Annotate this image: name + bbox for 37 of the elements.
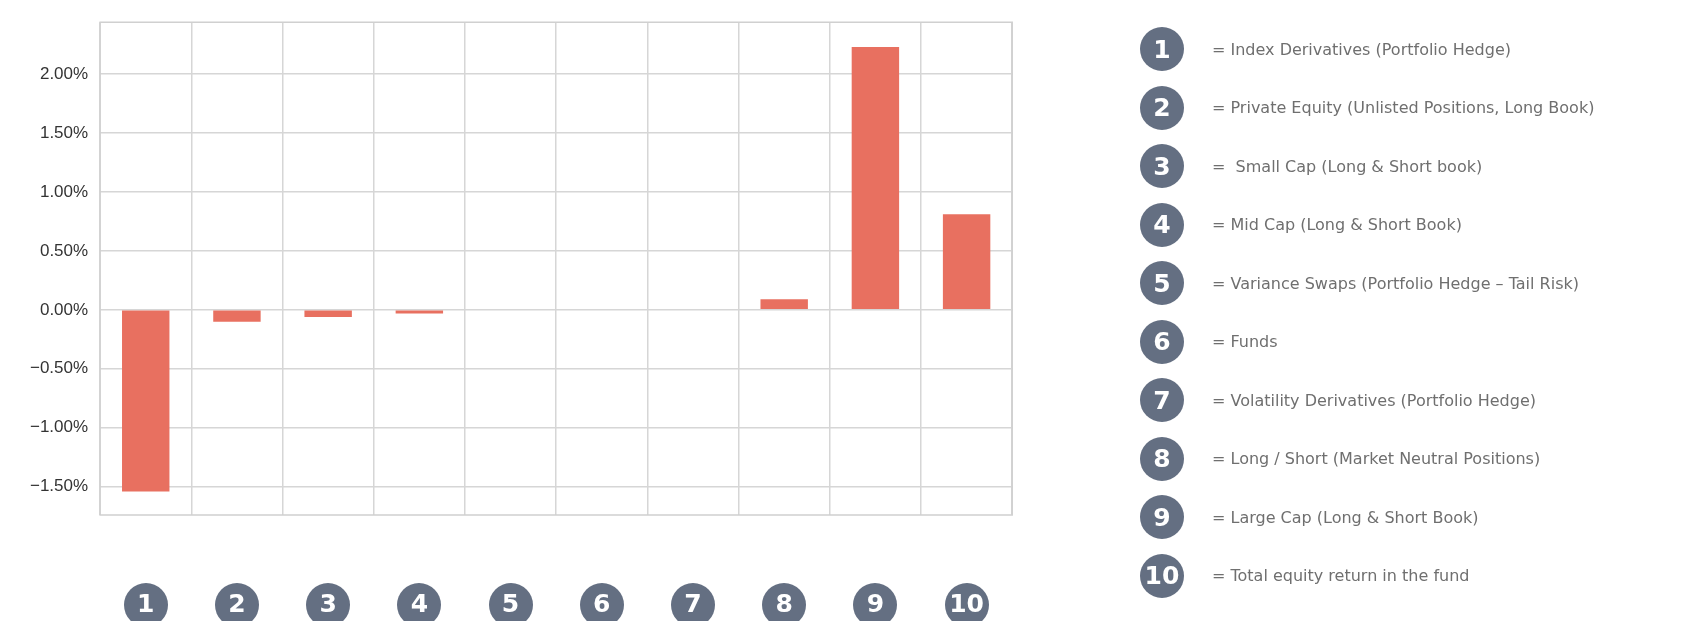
text: = Long / Short (Market Neutral Positions) [1212,449,1541,469]
x-tick-label: 6 [593,588,611,618]
category-label: 5 [1153,268,1171,298]
y-tick-label: 2.00% [39,63,89,83]
category-label: 8 [1153,444,1171,474]
y-tick-label: 1.50% [39,122,89,142]
x-tick-label: 1 [137,588,155,618]
x-tick-label: 7 [684,588,702,618]
x-tick-label: 9 [866,588,885,618]
text: = Volatility Derivatives (Portfolio Hedge) [1212,390,1537,410]
x-tick-label: 5 [501,588,520,618]
category-label: 7 [1153,385,1171,415]
y-tick-label: −0.50% [29,358,89,378]
x-tick-label: 4 [410,588,429,618]
text: = Mid Cap (Long & Short Book) [1212,215,1462,235]
y-tick-label: 1.00% [39,181,89,201]
y-tick-label: 0.50% [39,240,89,260]
text: = Funds [1212,332,1278,352]
x-tick-label: 8 [775,588,793,618]
category-label: 2 [1153,93,1171,123]
category-label: 4 [1153,210,1171,240]
y-tick-label: 0.00% [39,299,89,319]
text: = Large Cap (Long & Short Book) [1212,507,1479,527]
category-label: 3 [1153,151,1171,181]
category-label: 6 [1153,327,1171,357]
x-tick-label: 3 [319,588,337,618]
text: = Small Cap (Long & Short book) [1212,156,1483,176]
text: = Index Derivatives (Portfolio Hedge) [1212,39,1511,59]
category-label: 10 [1144,561,1180,591]
text: = Private Equity (Unlisted Positions, Long Book) [1212,98,1595,118]
text: = Variance Swaps (Portfolio Hedge – Tail Risk) [1212,273,1579,293]
category-label: 1 [1153,34,1171,64]
category-label: 9 [1153,502,1171,532]
y-tick-label: −1.00% [29,417,89,437]
y-tick-label: −1.50% [29,476,89,496]
text: = Total equity return in the fund [1212,566,1470,586]
x-tick-label: 2 [228,588,246,618]
